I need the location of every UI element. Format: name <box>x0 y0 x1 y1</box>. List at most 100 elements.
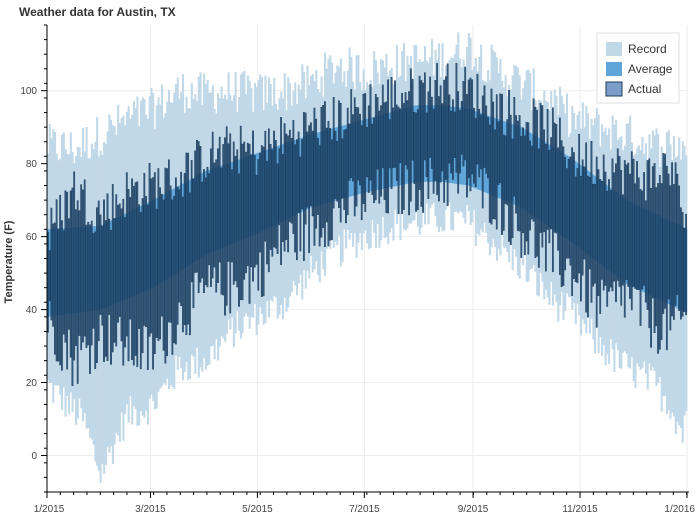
actual-bar <box>283 123 286 252</box>
actual-bar <box>423 72 426 161</box>
actual-bar <box>378 110 381 204</box>
actual-bar <box>264 130 267 242</box>
actual-bar <box>523 135 526 255</box>
actual-bar <box>567 159 570 259</box>
actual-bar <box>650 187 652 348</box>
actual-bar <box>409 68 412 202</box>
actual-bar <box>103 199 105 362</box>
actual-bar <box>75 209 77 346</box>
actual-bar <box>618 156 621 287</box>
actual-bar <box>192 179 195 309</box>
actual-bar <box>566 168 568 259</box>
y-tick-label: 100 <box>20 86 37 97</box>
actual-bar <box>606 190 609 307</box>
actual-bar <box>390 77 393 189</box>
actual-bar <box>395 104 398 181</box>
actual-bar <box>290 137 293 224</box>
actual-bar <box>546 109 549 230</box>
actual-bar <box>241 143 244 301</box>
actual-bar <box>392 107 395 168</box>
actual-bar <box>48 250 51 302</box>
actual-bar <box>627 162 630 287</box>
actual-bar <box>653 163 656 334</box>
actual-bar <box>117 204 119 323</box>
actual-bar <box>394 80 396 168</box>
actual-bar <box>155 208 158 338</box>
actual-bar <box>231 169 233 263</box>
actual-bar <box>406 100 409 170</box>
actual-bar <box>159 187 161 340</box>
actual-bar <box>518 115 521 232</box>
legend-swatch-actual <box>605 81 623 97</box>
actual-bar <box>99 214 102 315</box>
actual-bar <box>57 228 60 362</box>
actual-bar <box>196 139 198 273</box>
actual-bar <box>360 125 363 221</box>
actual-bar <box>257 159 260 291</box>
actual-bar <box>352 114 354 182</box>
actual-bar <box>413 112 416 184</box>
actual-bar <box>439 85 442 183</box>
actual-bar <box>620 170 623 306</box>
actual-bar <box>616 148 619 281</box>
actual-bar <box>364 93 367 212</box>
actual-bar <box>669 185 672 331</box>
actual-bar <box>362 93 365 204</box>
actual-bar <box>481 95 484 209</box>
actual-bar <box>676 173 679 295</box>
actual-bar <box>341 138 344 199</box>
actual-bars <box>47 63 688 386</box>
actual-bar <box>611 158 614 292</box>
actual-bar <box>297 131 300 213</box>
actual-bar <box>529 140 531 231</box>
actual-bar <box>68 218 70 330</box>
actual-bar <box>359 113 361 186</box>
actual-bar <box>232 141 235 285</box>
actual-bar <box>213 162 216 268</box>
actual-bar <box>271 149 274 257</box>
actual-bar <box>578 134 581 274</box>
actual-bar <box>281 154 284 242</box>
actual-bar <box>273 130 275 248</box>
actual-bar <box>134 182 137 356</box>
actual-bar <box>190 160 193 283</box>
actual-bar <box>369 84 372 181</box>
actual-bar <box>371 123 374 195</box>
legend-swatch-average <box>606 62 622 76</box>
x-tick-label: 11/2015 <box>562 504 598 515</box>
actual-bar <box>604 171 607 286</box>
actual-bar <box>483 85 486 168</box>
actual-bar <box>657 183 659 354</box>
actual-bar <box>374 94 377 201</box>
actual-bar <box>587 175 589 318</box>
actual-bar <box>182 196 184 333</box>
actual-bar <box>376 97 379 170</box>
y-tick-label: 60 <box>26 232 38 243</box>
actual-bar <box>464 66 467 161</box>
actual-bar <box>583 166 586 260</box>
actual-bar <box>304 112 307 225</box>
actual-bar <box>651 166 654 299</box>
actual-bar <box>490 88 493 225</box>
actual-bar <box>416 109 419 211</box>
actual-bar <box>453 111 456 159</box>
actual-bar <box>425 112 428 177</box>
actual-bar <box>253 155 256 268</box>
actual-bar <box>225 126 228 306</box>
actual-bar <box>525 121 528 242</box>
actual-bar <box>471 79 474 175</box>
actual-bar <box>96 207 98 363</box>
actual-bar <box>494 129 496 220</box>
actual-bar <box>83 179 86 337</box>
actual-bar <box>366 127 368 178</box>
actual-bar <box>218 136 221 263</box>
actual-bar <box>664 153 666 309</box>
actual-bar <box>520 136 523 258</box>
actual-bar <box>339 102 342 223</box>
actual-bar <box>681 212 684 317</box>
actual-bar <box>180 171 183 306</box>
actual-bar <box>311 130 314 217</box>
actual-bar <box>162 199 165 351</box>
actual-bar <box>474 118 477 187</box>
actual-bar <box>418 75 421 190</box>
